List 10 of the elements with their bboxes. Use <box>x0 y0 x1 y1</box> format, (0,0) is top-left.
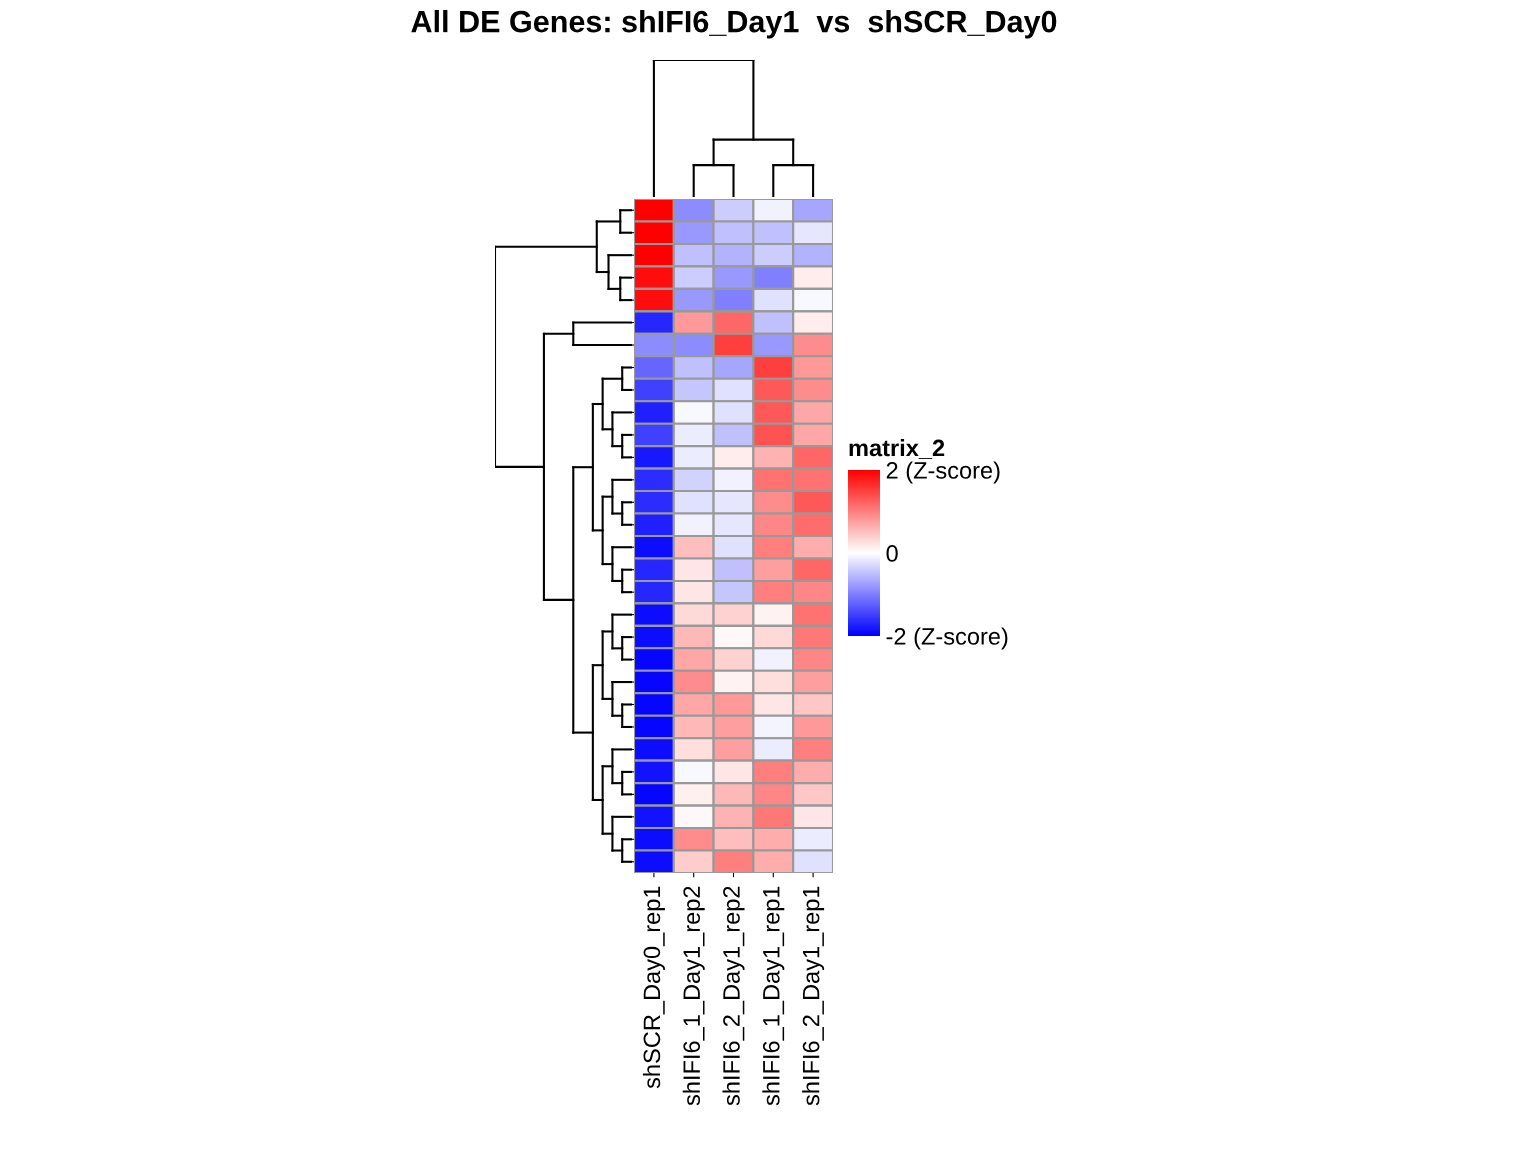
x-tick-label: shIFI6_2_Day1_rep2 <box>722 886 745 1106</box>
legend-title: matrix_2 <box>849 438 945 459</box>
x-tick-label: shIFI6_2_Day1_rep1 <box>802 886 825 1106</box>
color-bar-label: 2 (Z-score) <box>886 461 1000 484</box>
color-bar-label: 0 <box>886 545 898 562</box>
x-tick-label: shIFI6_1_Day1_rep2 <box>682 886 705 1106</box>
color-bar-label: -2 (Z-score) <box>886 627 1008 650</box>
x-tick-label: shSCR_Day0_rep1 <box>642 886 665 1089</box>
x-tick-label: shIFI6_1_Day1_rep1 <box>762 886 785 1106</box>
chart-title: All DE Genes: shIFI6_Day1 vs shSCR_Day0 <box>411 10 1057 39</box>
